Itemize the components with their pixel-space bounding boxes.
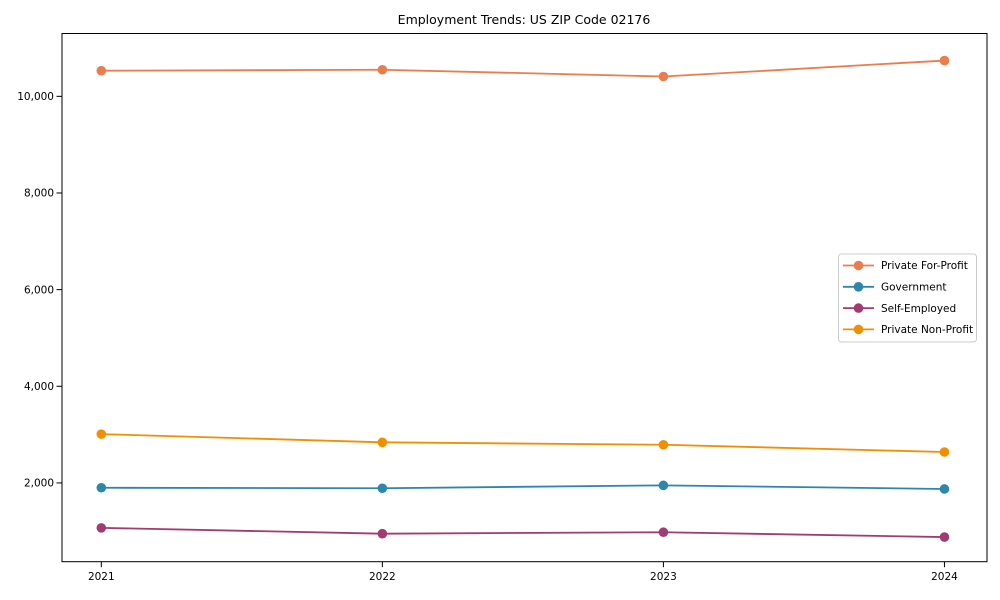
data-point-government-2023 (658, 480, 669, 491)
data-point-private-non-profit-2024 (939, 447, 950, 457)
series-line (100, 433, 946, 453)
y-axis-tick-label: 10,000 (17, 91, 54, 103)
data-point-self-employed-2024 (939, 532, 950, 542)
legend-marker (853, 303, 864, 313)
legend-entry-self-employed: Self-Employed (843, 303, 956, 315)
x-axis-tick-label: 2023 (650, 571, 677, 583)
data-point-private-for-profit-2023 (658, 71, 669, 82)
series-self-employed (96, 523, 950, 542)
legend-entry-private-for-profit: Private For-Profit (843, 260, 968, 272)
series-line (100, 526, 946, 538)
data-point-self-employed-2023 (658, 527, 669, 538)
data-point-self-employed-2021 (96, 523, 107, 533)
data-point-private-for-profit-2022 (377, 64, 388, 75)
plot-area-border (61, 33, 988, 563)
x-axis-tick-label: 2024 (931, 571, 958, 583)
legend-marker (853, 324, 864, 335)
data-point-government-2021 (96, 482, 107, 493)
legend-label: Self-Employed (881, 303, 956, 315)
series-private-non-profit (96, 429, 950, 457)
data-point-private-non-profit-2021 (96, 429, 107, 439)
legend-label: Government (881, 282, 946, 294)
data-point-private-non-profit-2023 (658, 439, 669, 450)
legend-box (838, 253, 977, 343)
data-point-private-non-profit-2022 (377, 437, 388, 448)
legend-entry-private-non-profit: Private Non-Profit (843, 324, 973, 336)
legend-marker (853, 260, 864, 271)
data-point-government-2024 (939, 484, 950, 494)
legend-entry-government: Government (843, 282, 946, 294)
x-axis-tick-label: 2022 (369, 571, 396, 583)
legend-label: Private Non-Profit (881, 324, 973, 336)
plot-area: 2,000 4,000 6,000 8,000 10,000 2021 2022 2023 20… (17, 33, 988, 583)
data-point-government-2022 (377, 483, 388, 494)
y-axis-tick-label: 2,000 (24, 478, 54, 490)
data-point-private-for-profit-2021 (96, 65, 107, 76)
legend-marker (853, 282, 864, 292)
legend-label: Private For-Profit (881, 260, 968, 272)
series-line (100, 484, 946, 490)
legend: Private For-Profit Government Self-Employe… (838, 253, 977, 343)
series-government (96, 480, 950, 494)
series-private-for-profit (96, 55, 950, 82)
y-axis-tick-label: 6,000 (24, 284, 54, 296)
data-point-private-for-profit-2024 (939, 55, 950, 66)
x-axis-tick-label: 2021 (88, 571, 115, 583)
data-point-self-employed-2022 (377, 528, 388, 539)
chart-title: Employment Trends: US ZIP Code 02176 (398, 12, 651, 27)
y-axis-tick-label: 8,000 (24, 188, 54, 200)
series-line (100, 59, 946, 78)
y-axis-tick-label: 4,000 (24, 381, 54, 393)
